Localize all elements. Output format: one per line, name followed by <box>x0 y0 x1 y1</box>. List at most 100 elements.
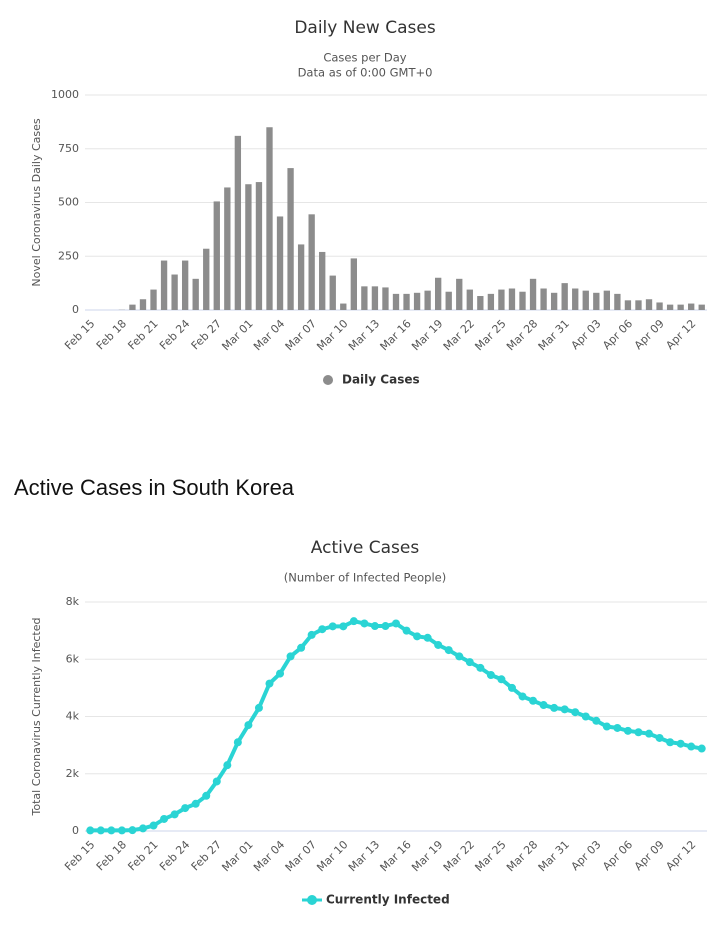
bar <box>435 277 442 310</box>
y-tick-label: 4k <box>66 710 80 723</box>
point <box>476 663 485 672</box>
bar <box>688 303 695 310</box>
bar <box>498 289 505 310</box>
x-tick-label: Feb 15 <box>62 838 97 873</box>
bar <box>276 216 284 310</box>
x-tick-label: Mar 31 <box>536 838 572 874</box>
x-tick-label: Feb 24 <box>157 317 192 352</box>
point <box>349 617 358 626</box>
x-tick-label: Mar 07 <box>283 838 319 874</box>
bar <box>181 260 189 310</box>
point <box>518 692 527 701</box>
point <box>645 729 654 738</box>
bar <box>456 278 463 310</box>
bar <box>645 299 653 310</box>
bar <box>371 286 379 310</box>
point <box>286 652 295 661</box>
x-tick-label: Apr 12 <box>663 838 698 873</box>
x-tick-label: Feb 24 <box>157 838 192 873</box>
bar <box>593 292 600 310</box>
bar <box>139 299 147 310</box>
point <box>307 630 316 639</box>
point <box>254 703 263 712</box>
bar <box>192 278 199 310</box>
point <box>550 703 559 712</box>
point <box>392 619 400 628</box>
point <box>328 622 337 631</box>
bar <box>582 290 589 310</box>
point <box>128 826 137 835</box>
point <box>434 640 443 649</box>
y-tick-label: 1000 <box>51 88 79 101</box>
point <box>96 826 105 835</box>
x-tick-label: Mar 22 <box>441 317 477 353</box>
chart-title: Daily New Cases <box>294 18 436 38</box>
x-tick-label: Feb 21 <box>125 317 160 352</box>
point <box>697 744 706 753</box>
legend-marker <box>323 375 333 385</box>
x-tick-label: Mar 13 <box>346 317 382 353</box>
bar <box>698 304 705 310</box>
bar <box>466 289 473 310</box>
bar <box>319 251 326 310</box>
point <box>402 626 411 635</box>
bar <box>635 300 642 310</box>
bar <box>550 292 558 310</box>
bar <box>150 289 157 310</box>
x-tick-label: Feb 21 <box>125 838 160 873</box>
point <box>455 652 464 661</box>
point <box>223 761 232 770</box>
point <box>539 701 548 710</box>
y-axis-title: Total Coronavirus Currently Infected <box>30 618 43 817</box>
point <box>181 804 190 813</box>
point <box>370 622 379 631</box>
bar <box>361 286 368 310</box>
point <box>444 646 453 655</box>
y-tick-label: 8k <box>66 595 80 608</box>
bar <box>350 258 357 310</box>
bar <box>266 127 273 310</box>
point <box>613 723 622 732</box>
bar <box>245 184 252 310</box>
point <box>655 733 664 742</box>
x-tick-label: Mar 28 <box>504 317 540 353</box>
x-tick-label: Apr 03 <box>569 317 604 352</box>
x-tick-label: Feb 18 <box>94 838 129 873</box>
bar <box>477 296 484 310</box>
section-title: Active Cases in South Korea <box>14 475 295 500</box>
point <box>107 826 116 835</box>
x-tick-label: Mar 19 <box>409 838 445 874</box>
x-tick-label: Mar 01 <box>219 838 255 874</box>
point <box>413 632 422 641</box>
bar <box>340 303 347 310</box>
point <box>138 824 147 833</box>
bar <box>308 214 315 310</box>
x-tick-label: Apr 06 <box>600 838 635 873</box>
bar <box>561 283 568 310</box>
x-tick-label: Apr 09 <box>632 838 667 873</box>
bar <box>297 244 305 310</box>
bar <box>540 288 547 310</box>
bar <box>487 293 495 310</box>
bar <box>287 168 294 310</box>
bar <box>572 288 579 310</box>
bar <box>424 290 431 310</box>
x-tick-label: Mar 07 <box>283 317 319 353</box>
x-tick-label: Mar 13 <box>346 838 382 874</box>
bar <box>677 304 684 310</box>
point <box>202 791 211 800</box>
point <box>276 669 285 678</box>
point <box>244 721 253 730</box>
point <box>623 726 632 735</box>
bar <box>413 292 421 310</box>
y-axis-title: Novel Coronavirus Daily Cases <box>30 118 43 286</box>
point <box>571 708 580 717</box>
legend-marker <box>307 895 317 905</box>
bar <box>382 287 389 310</box>
point <box>507 683 516 692</box>
x-tick-label: Mar 04 <box>251 838 287 874</box>
x-tick-label: Mar 28 <box>504 838 540 874</box>
x-tick-label: Mar 10 <box>314 838 350 874</box>
point <box>666 738 675 747</box>
